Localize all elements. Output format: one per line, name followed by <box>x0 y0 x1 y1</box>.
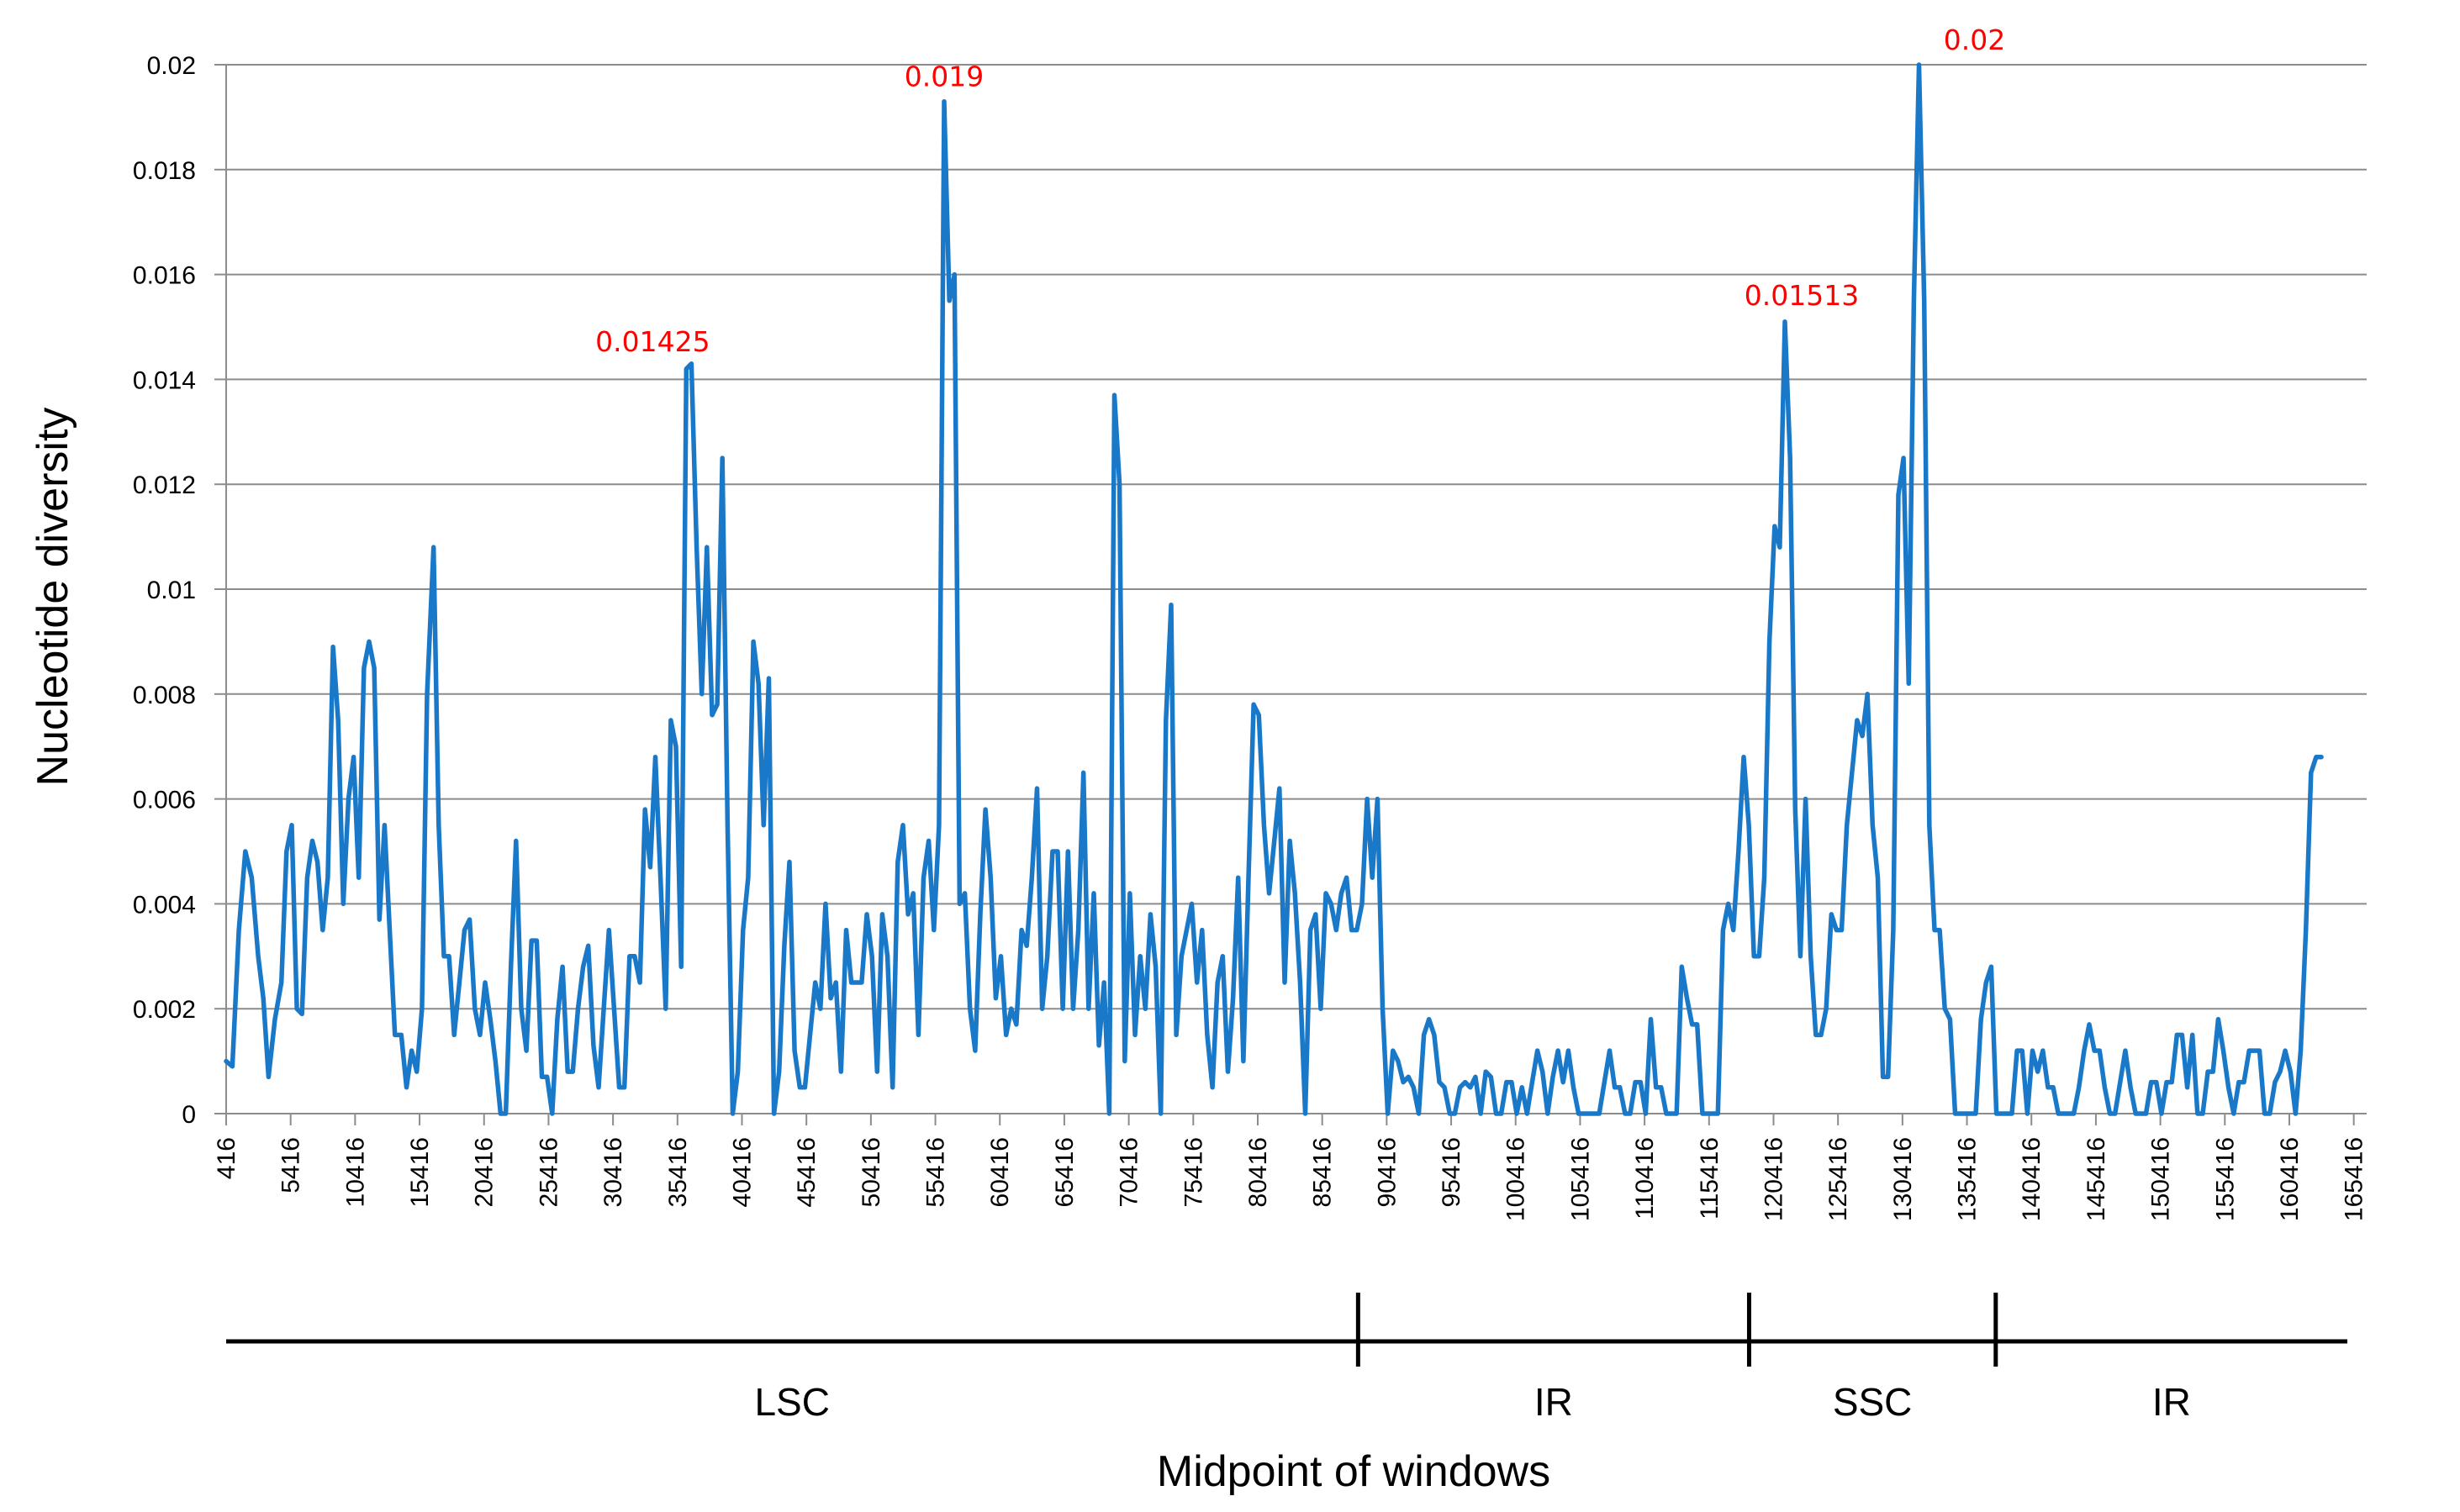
x-tick-label: 70416 <box>1116 1137 1143 1207</box>
x-tick-label: 165416 <box>2341 1137 2368 1221</box>
y-axis-ticks: 0 0.002 0.004 0.006 0.008 0.01 0.012 0.014 0.016… <box>133 52 196 1129</box>
x-tick-label: 160416 <box>2276 1137 2304 1221</box>
x-tick-label: 155416 <box>2211 1137 2239 1221</box>
x-tick-label: 20416 <box>471 1137 499 1207</box>
x-tick-label: 100416 <box>1502 1137 1530 1221</box>
x-tick-label: 75416 <box>1180 1137 1207 1207</box>
x-tick-label: 120416 <box>1760 1137 1787 1221</box>
y-tick-label: 0.002 <box>133 996 196 1024</box>
x-tick-label: 115416 <box>1696 1137 1724 1220</box>
x-axis: 416 5416 10416 15416 20416 25416 30416 35416 404… <box>213 1114 2368 1221</box>
peak-annotation-label: 0.01513 <box>1745 279 1859 312</box>
x-tick-label: 50416 <box>858 1137 885 1207</box>
peak-annotation-label: 0.02 <box>1944 24 2005 56</box>
x-tick-label: 55416 <box>922 1137 950 1207</box>
region-label: IR <box>1534 1380 1573 1424</box>
x-tick-label: 140416 <box>2018 1137 2046 1221</box>
x-tick-label: 90416 <box>1373 1137 1401 1207</box>
x-tick-label: 130416 <box>1889 1137 1917 1221</box>
x-tick-label: 85416 <box>1309 1137 1337 1207</box>
x-tick-label: 5416 <box>277 1137 305 1193</box>
y-tick-label: 0.008 <box>133 682 196 709</box>
x-tick-label: 25416 <box>535 1137 562 1207</box>
y-tick-label: 0.02 <box>147 52 196 80</box>
region-label: IR <box>2152 1380 2191 1424</box>
y-tick-label: 0.012 <box>133 472 196 499</box>
x-tick-label: 15416 <box>406 1137 434 1207</box>
region-label: SSC <box>1833 1380 1913 1424</box>
x-tick-label: 145416 <box>2083 1137 2110 1221</box>
y-tick-label: 0.014 <box>133 366 196 394</box>
peak-annotations: 0.01425 0.019 0.01513 0.02 <box>595 24 2005 358</box>
x-tick-label: 110416 <box>1631 1137 1659 1220</box>
y-axis-title: Nucleotide diversity <box>29 408 77 787</box>
x-tick-label: 10416 <box>341 1137 369 1207</box>
diversity-series-line <box>224 62 2324 1116</box>
y-tick-label: 0.018 <box>133 157 196 185</box>
y-tick-label: 0.006 <box>133 787 196 814</box>
x-tick-label: 65416 <box>1051 1137 1079 1207</box>
region-label: LSC <box>754 1380 829 1424</box>
x-tick-label: 135416 <box>1954 1137 1982 1221</box>
x-tick-label: 80416 <box>1244 1137 1272 1207</box>
x-tick-label: 150416 <box>2147 1137 2175 1221</box>
x-tick-label: 105416 <box>1566 1137 1594 1221</box>
peak-annotation-label: 0.01425 <box>595 325 710 358</box>
x-tick-label: 35416 <box>664 1137 692 1207</box>
x-tick-label: 125416 <box>1824 1137 1852 1221</box>
x-tick-label: 45416 <box>793 1137 821 1207</box>
y-tick-label: 0.016 <box>133 262 196 290</box>
y-tick-label: 0.004 <box>133 891 196 919</box>
x-tick-label: 416 <box>213 1137 240 1179</box>
genome-region-bar: LSC IR SSC IR <box>226 1293 2347 1424</box>
x-tick-label: 95416 <box>1438 1137 1465 1207</box>
x-tick-label: 40416 <box>728 1137 756 1207</box>
y-tick-label: 0.01 <box>147 577 196 604</box>
y-tick-label: 0 <box>182 1101 196 1129</box>
x-axis-title: Midpoint of windows <box>1157 1447 1550 1496</box>
x-tick-label: 60416 <box>986 1137 1014 1207</box>
peak-annotation-label: 0.019 <box>905 61 984 93</box>
x-tick-label: 30416 <box>599 1137 627 1207</box>
